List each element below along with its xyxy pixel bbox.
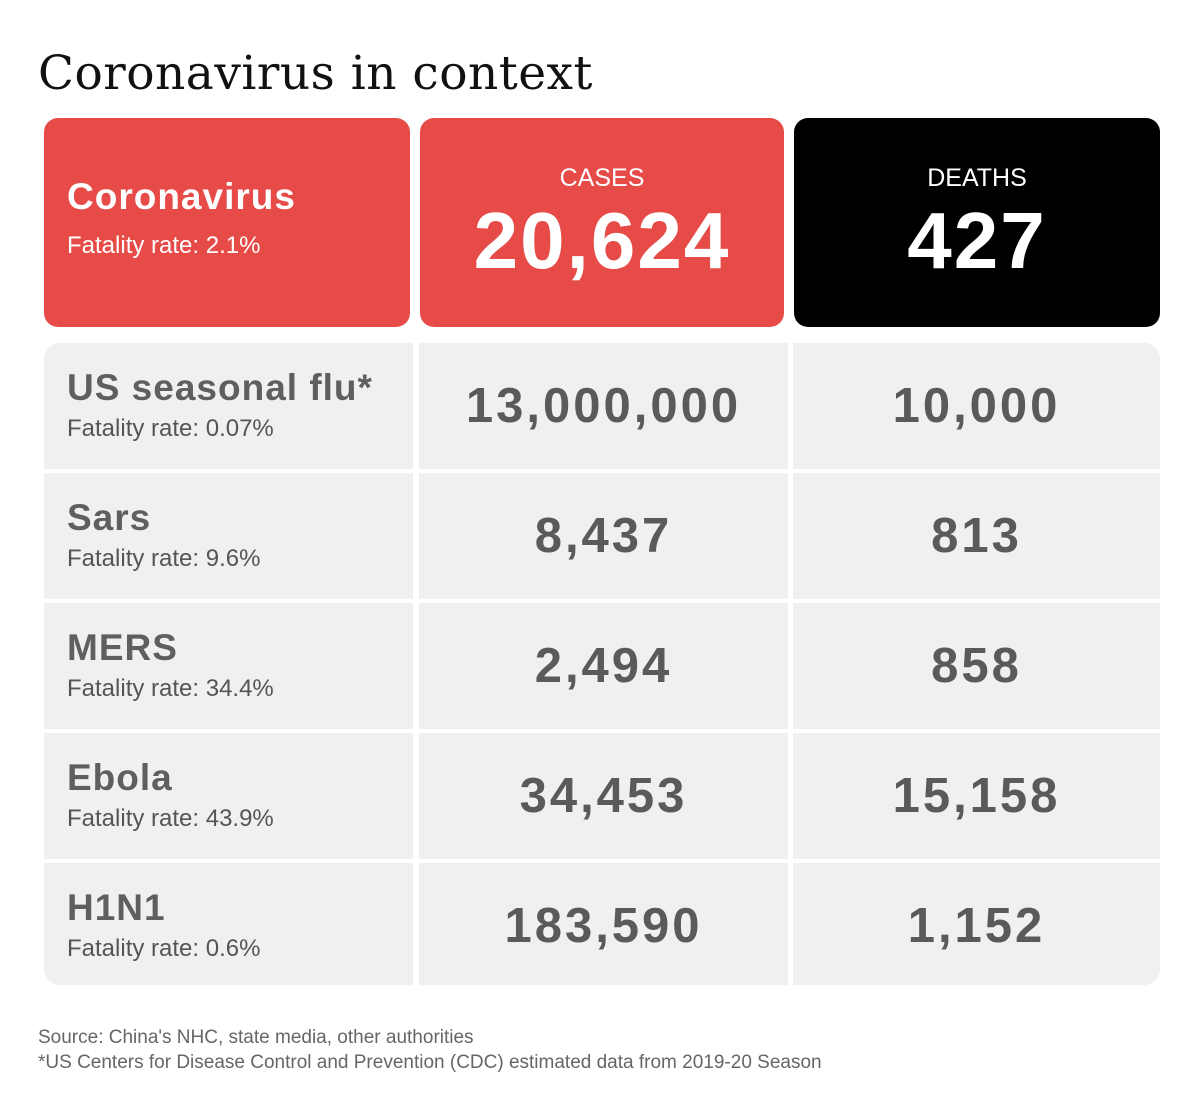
source-footnote: Source: China's NHC, state media, other … — [38, 1027, 474, 1048]
table-row-name-cell: Sars Fatality rate: 9.6% — [44, 473, 413, 599]
fatality-rate: Fatality rate: 0.6% — [67, 935, 261, 962]
fatality-rate: Fatality rate: 0.07% — [67, 415, 274, 442]
table-row-name-cell: H1N1 Fatality rate: 0.6% — [44, 863, 413, 985]
table-row-deaths-cell: 10,000 — [793, 343, 1160, 469]
cases-value: 13,000,000 — [465, 379, 742, 433]
chart-title: Coronavirus in context — [38, 46, 593, 101]
coronavirus-cases-value: 20,624 — [473, 196, 731, 285]
coronavirus-fatality-rate: Fatality rate: 2.1% — [67, 232, 261, 259]
cases-value: 34,453 — [519, 769, 688, 823]
coronavirus-cases-card: CASES 20,624 — [420, 118, 784, 327]
cases-value: 2,494 — [534, 639, 673, 693]
deaths-value: 813 — [931, 509, 1022, 563]
coronavirus-deaths-value: 427 — [907, 196, 1047, 285]
coronavirus-deaths-card: DEATHS 427 — [794, 118, 1160, 327]
table-row-cases-cell: 8,437 — [419, 473, 788, 599]
disease-name: H1N1 — [67, 887, 166, 928]
table-row-deaths-cell: 1,152 — [793, 863, 1160, 985]
fatality-rate: Fatality rate: 9.6% — [67, 545, 261, 572]
deaths-column-header: DEATHS — [927, 164, 1027, 192]
disease-name: Ebola — [67, 757, 173, 798]
deaths-value: 10,000 — [892, 379, 1061, 433]
cases-value: 183,590 — [504, 899, 703, 953]
cdc-footnote: *US Centers for Disease Control and Prev… — [38, 1052, 822, 1073]
fatality-rate: Fatality rate: 34.4% — [67, 675, 274, 702]
cases-column-header: CASES — [559, 164, 645, 192]
table-row-name-cell: US seasonal flu* Fatality rate: 0.07% — [44, 343, 413, 469]
disease-name: US seasonal flu* — [67, 367, 373, 408]
cases-value: 8,437 — [534, 509, 673, 563]
deaths-value: 1,152 — [907, 899, 1046, 953]
comparison-table: US seasonal flu* Fatality rate: 0.07% 13,0… — [44, 343, 1160, 985]
deaths-value: 858 — [931, 639, 1022, 693]
table-row-deaths-cell: 15,158 — [793, 733, 1160, 859]
table-row-name-cell: MERS Fatality rate: 34.4% — [44, 603, 413, 729]
table-row-cases-cell: 34,453 — [419, 733, 788, 859]
deaths-value: 15,158 — [892, 769, 1061, 823]
coronavirus-name-card: Coronavirus Fatality rate: 2.1% — [44, 118, 410, 327]
table-row-cases-cell: 13,000,000 — [419, 343, 788, 469]
table-row-deaths-cell: 858 — [793, 603, 1160, 729]
table-row-name-cell: Ebola Fatality rate: 43.9% — [44, 733, 413, 859]
disease-name: Sars — [67, 497, 152, 538]
table-row-cases-cell: 2,494 — [419, 603, 788, 729]
table-row-deaths-cell: 813 — [793, 473, 1160, 599]
disease-name: MERS — [67, 627, 178, 668]
coronavirus-name: Coronavirus — [67, 176, 296, 217]
fatality-rate: Fatality rate: 43.9% — [67, 805, 274, 832]
table-row-cases-cell: 183,590 — [419, 863, 788, 985]
